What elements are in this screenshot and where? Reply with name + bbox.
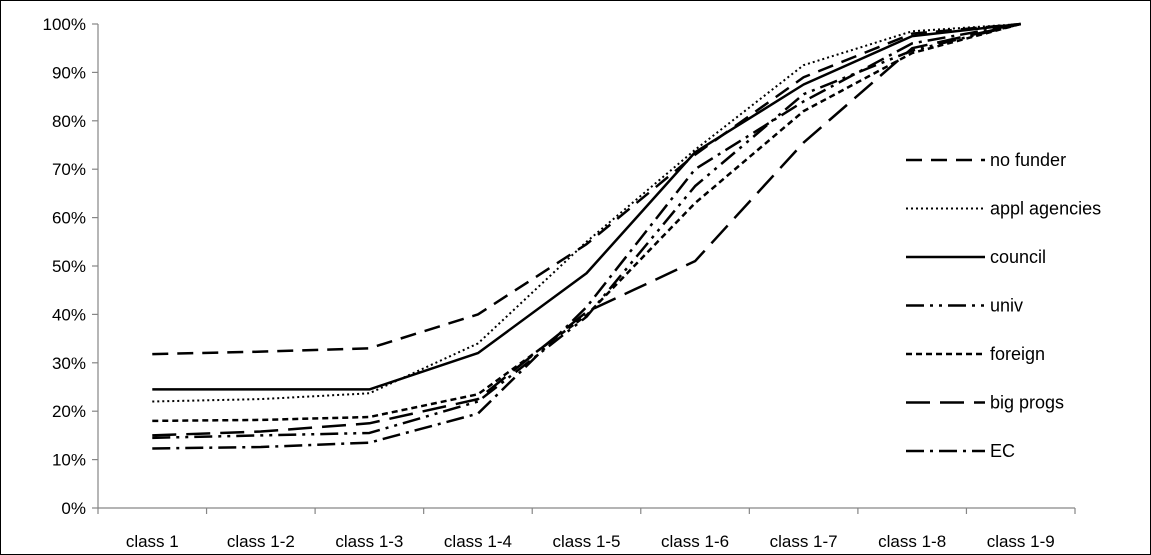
legend-label: big progs <box>990 393 1064 413</box>
y-tick-label: 80% <box>52 112 86 131</box>
y-tick-label: 60% <box>52 209 86 228</box>
y-tick-label: 30% <box>52 354 86 373</box>
series-line-council <box>152 22 1021 391</box>
series-line-ec <box>152 22 1021 450</box>
x-tick-label: class 1 <box>126 532 179 551</box>
legend-label: EC <box>990 441 1015 461</box>
y-tick-label: 90% <box>52 63 86 82</box>
legend-label: council <box>990 247 1046 267</box>
y-tick-label: 20% <box>52 402 86 421</box>
series-line-no-funder <box>152 22 1021 356</box>
y-tick-label: 100% <box>43 15 86 34</box>
series-line-foreign <box>152 22 1022 423</box>
legend-label: univ <box>990 296 1023 316</box>
x-tick-label: class 1-6 <box>661 532 729 551</box>
x-axis-ticks: class 1 class 1-2 class 1-3 class 1-4 class … <box>97 508 1076 551</box>
series-line-big-progs <box>152 22 1021 437</box>
x-tick-label: class 1-7 <box>770 532 838 551</box>
y-tick-label: 50% <box>52 257 86 276</box>
x-tick-label: class 1-5 <box>552 532 620 551</box>
y-tick-label: 0% <box>61 499 86 518</box>
y-tick-label: 40% <box>52 305 86 324</box>
legend: no funder appl agencies council univ foreign… <box>906 150 1101 461</box>
x-tick-label: class 1-2 <box>227 532 295 551</box>
x-tick-label: class 1-4 <box>444 532 512 551</box>
x-tick-label: class 1-8 <box>878 532 946 551</box>
y-tick-label: 10% <box>52 451 86 470</box>
legend-label: appl agencies <box>990 199 1101 219</box>
x-tick-label: class 1-9 <box>987 532 1055 551</box>
legend-label: foreign <box>990 344 1045 364</box>
y-tick-label: 70% <box>52 160 86 179</box>
legend-label: no funder <box>990 150 1066 170</box>
y-axis-ticks: 0% 10% 20% 30% 40% 50% 60% 70% 80% 90% 100% <box>43 15 98 518</box>
series-line-appl-agencies <box>152 23 1021 403</box>
series-lines <box>152 22 1022 450</box>
x-tick-label: class 1-3 <box>335 532 403 551</box>
